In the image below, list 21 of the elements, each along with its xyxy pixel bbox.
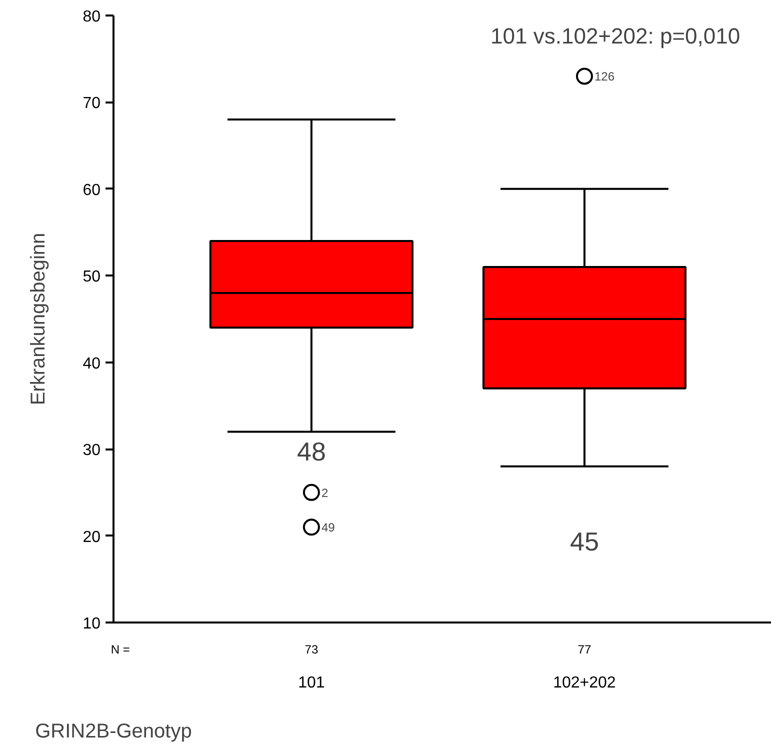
y-axis-title: Erkrankungsbeginn: [28, 232, 50, 406]
x-axis-title: GRIN2B-Genotyp: [35, 720, 192, 742]
text: 73: [304, 642, 318, 656]
y-tick-label: 10: [82, 616, 101, 632]
y-tick-label: 70: [82, 95, 101, 112]
annotation: 45: [570, 526, 599, 556]
text: 77: [578, 642, 592, 656]
y-tick-label: 20: [82, 528, 101, 546]
y-tick-label: 40: [82, 355, 101, 372]
y-tick-label: 60: [82, 182, 101, 199]
y-tick-label: 80: [82, 8, 101, 26]
y-tick-label: 30: [82, 442, 101, 460]
annotation: 49: [321, 520, 336, 535]
x-tick-label: 102+202: [553, 674, 616, 692]
annotation: 2: [321, 486, 328, 500]
y-tick-label: 50: [82, 268, 101, 286]
chart-title: 101 vs.102+202: p=0,010: [490, 24, 740, 48]
annotation: 126: [594, 70, 615, 84]
annotation: 48: [296, 436, 326, 467]
text: N =: [110, 642, 130, 656]
x-tick-label: 101: [298, 674, 325, 692]
